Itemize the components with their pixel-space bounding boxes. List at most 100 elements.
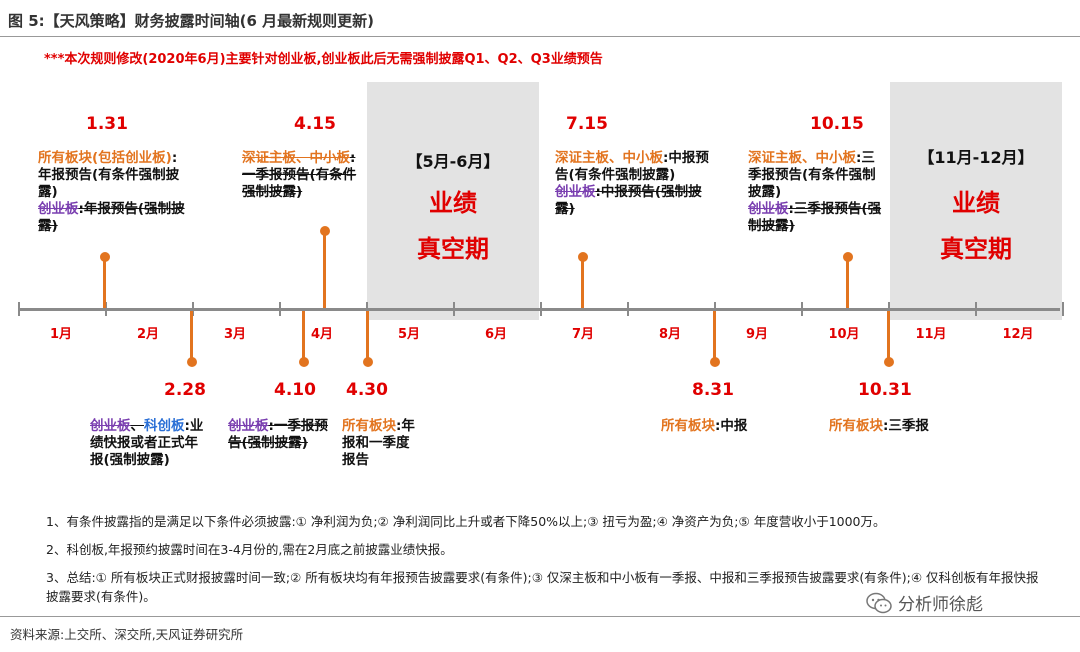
month-label-sep: 9月 <box>745 327 769 342</box>
event-marker <box>187 357 197 367</box>
month-label-apr: 4月 <box>310 327 334 342</box>
vacuum-label-line1: 业绩 <box>429 189 477 217</box>
board-label-struck: 创业板 <box>90 418 131 434</box>
event-text: :中报预告(有条件强制披露) <box>555 150 709 183</box>
event-text: :三季报 <box>883 418 929 434</box>
board-label-struck: 创业板 <box>38 201 79 217</box>
month-label-mar: 3月 <box>223 327 247 342</box>
month-boundary-tick <box>105 302 107 316</box>
event-stem <box>887 311 890 361</box>
event-text: :中报 <box>715 418 748 434</box>
figure-title: 图 5:【天风策略】财务披露时间轴(6 月最新规则更新) <box>8 12 375 30</box>
event-marker <box>884 357 894 367</box>
separator-struck: 、 <box>130 418 145 434</box>
month-boundary-tick <box>540 302 542 316</box>
event-text-struck: :一季报预告(有条件强制披露) <box>242 150 357 200</box>
event-date-1031: 10.31 <box>858 380 912 400</box>
event-text: :三季报预告(有条件强制披露) <box>748 150 876 200</box>
event-stem <box>302 311 305 361</box>
event-desc-1031: 所有板块:三季报 <box>829 418 979 435</box>
month-boundary-tick <box>714 302 716 316</box>
wechat-icon <box>866 592 892 613</box>
event-desc-0415: 深证主板、中小板:一季报预告(有条件强制披露) <box>242 150 362 201</box>
event-desc-1015: 深证主板、中小板:三季报预告(有条件强制披露) 创业板:三季报预告(强制披露) <box>748 150 888 235</box>
footnote-2: 2、科创板,年报预约披露时间在3-4月份的,需在2月底之前披露业绩快报。 <box>46 542 453 557</box>
watermark: 分析师徐彪 <box>866 590 983 615</box>
event-date-1015: 10.15 <box>810 114 864 134</box>
event-stem <box>323 232 326 308</box>
title-divider <box>0 36 1080 37</box>
month-boundary-tick <box>366 302 368 316</box>
month-boundary-tick <box>888 302 890 316</box>
vacuum-header: 【5月-6月】 <box>406 152 500 171</box>
source-note: 资料来源:上交所、深交所,天风证券研究所 <box>10 627 244 642</box>
month-label-aug: 8月 <box>658 327 682 342</box>
board-label: 科创板 <box>144 418 185 434</box>
month-label-jun: 6月 <box>484 327 508 342</box>
event-stem <box>366 311 369 361</box>
event-desc-0430: 所有板块:年报和一季度报告 <box>342 418 422 469</box>
event-text: :年报和一季度报告 <box>342 418 415 468</box>
event-stem <box>103 258 106 308</box>
event-text-struck: :年报预告(强制披露) <box>38 201 185 234</box>
event-marker <box>710 357 720 367</box>
month-boundary-tick <box>192 302 194 316</box>
event-date-0131: 1.31 <box>86 114 128 134</box>
vacuum-header: 【11月-12月】 <box>918 148 1034 167</box>
vacuum-panel-nov-dec: 【11月-12月】 业绩 真空期 <box>890 82 1062 320</box>
event-marker <box>363 357 373 367</box>
month-label-dec: 12月 <box>1002 327 1034 342</box>
month-boundary-tick <box>279 302 281 316</box>
board-label-struck: 创业板 <box>228 418 269 434</box>
event-marker <box>320 226 330 236</box>
month-label-jan: 1月 <box>49 327 73 342</box>
event-desc-0228: 创业板、科创板:业绩快报或者正式年报(强制披露) <box>90 418 210 469</box>
event-date-0715: 7.15 <box>566 114 608 134</box>
event-text: :业绩快报或者正式年报(强制披露) <box>90 418 204 468</box>
event-date-0410: 4.10 <box>274 380 316 400</box>
month-boundary-tick <box>18 302 20 316</box>
event-text: :年报预告(有条件强制披露) <box>38 150 180 200</box>
month-boundary-tick <box>627 302 629 316</box>
rule-change-notice: ***本次规则修改(2020年6月)主要针对创业板,创业板此后无需强制披露Q1、… <box>44 52 603 67</box>
event-marker <box>843 252 853 262</box>
event-stem <box>713 311 716 361</box>
event-text-struck: :三季报预告(强制披露) <box>748 201 882 234</box>
footnote-1: 1、有条件披露指的是满足以下条件必须披露:① 净利润为负;② 净利润同比上升或者… <box>46 514 886 529</box>
vacuum-label-line1: 业绩 <box>952 189 1000 217</box>
month-label-feb: 2月 <box>136 327 160 342</box>
event-date-0430: 4.30 <box>346 380 388 400</box>
month-boundary-tick <box>975 302 977 316</box>
month-boundary-tick <box>453 302 455 316</box>
board-label: 所有板块(包括创业板) <box>38 150 172 166</box>
event-desc-0715: 深证主板、中小板:中报预告(有条件强制披露) 创业板:中报预告(强制披露) <box>555 150 715 218</box>
event-date-0228: 2.28 <box>164 380 206 400</box>
board-label: 深证主板、中小板 <box>555 150 663 166</box>
month-label-may: 5月 <box>397 327 421 342</box>
bottom-divider <box>0 616 1080 617</box>
board-label: 深证主板、中小板 <box>748 150 856 166</box>
month-label-oct: 10月 <box>828 327 860 342</box>
event-marker <box>578 252 588 262</box>
event-desc-0831: 所有板块:中报 <box>661 418 801 435</box>
board-label: 所有板块 <box>342 418 396 434</box>
vacuum-label-line2: 真空期 <box>940 235 1012 263</box>
event-date-0831: 8.31 <box>692 380 734 400</box>
event-stem <box>581 258 584 308</box>
board-label: 所有板块 <box>829 418 883 434</box>
timeline-axis <box>18 308 1060 311</box>
vacuum-label-line2: 真空期 <box>417 235 489 263</box>
event-stem <box>190 311 193 361</box>
board-label-struck: 创业板 <box>555 184 596 200</box>
watermark-text: 分析师徐彪 <box>898 595 983 615</box>
month-boundary-tick <box>801 302 803 316</box>
board-label-struck: 深证主板、中小板 <box>242 150 350 166</box>
footnote-3: 3、总结:① 所有板块正式财报披露时间一致;② 所有板块均有年报预告披露要求(有… <box>46 570 1039 604</box>
event-marker <box>100 252 110 262</box>
month-boundary-tick <box>1062 302 1064 316</box>
event-date-0415: 4.15 <box>294 114 336 134</box>
month-label-jul: 7月 <box>571 327 595 342</box>
event-desc-0410: 创业板:一季报预告(强制披露) <box>228 418 328 452</box>
event-stem <box>846 258 849 308</box>
event-desc-0131: 所有板块(包括创业板):年报预告(有条件强制披露) 创业板:年报预告(强制披露) <box>38 150 188 235</box>
